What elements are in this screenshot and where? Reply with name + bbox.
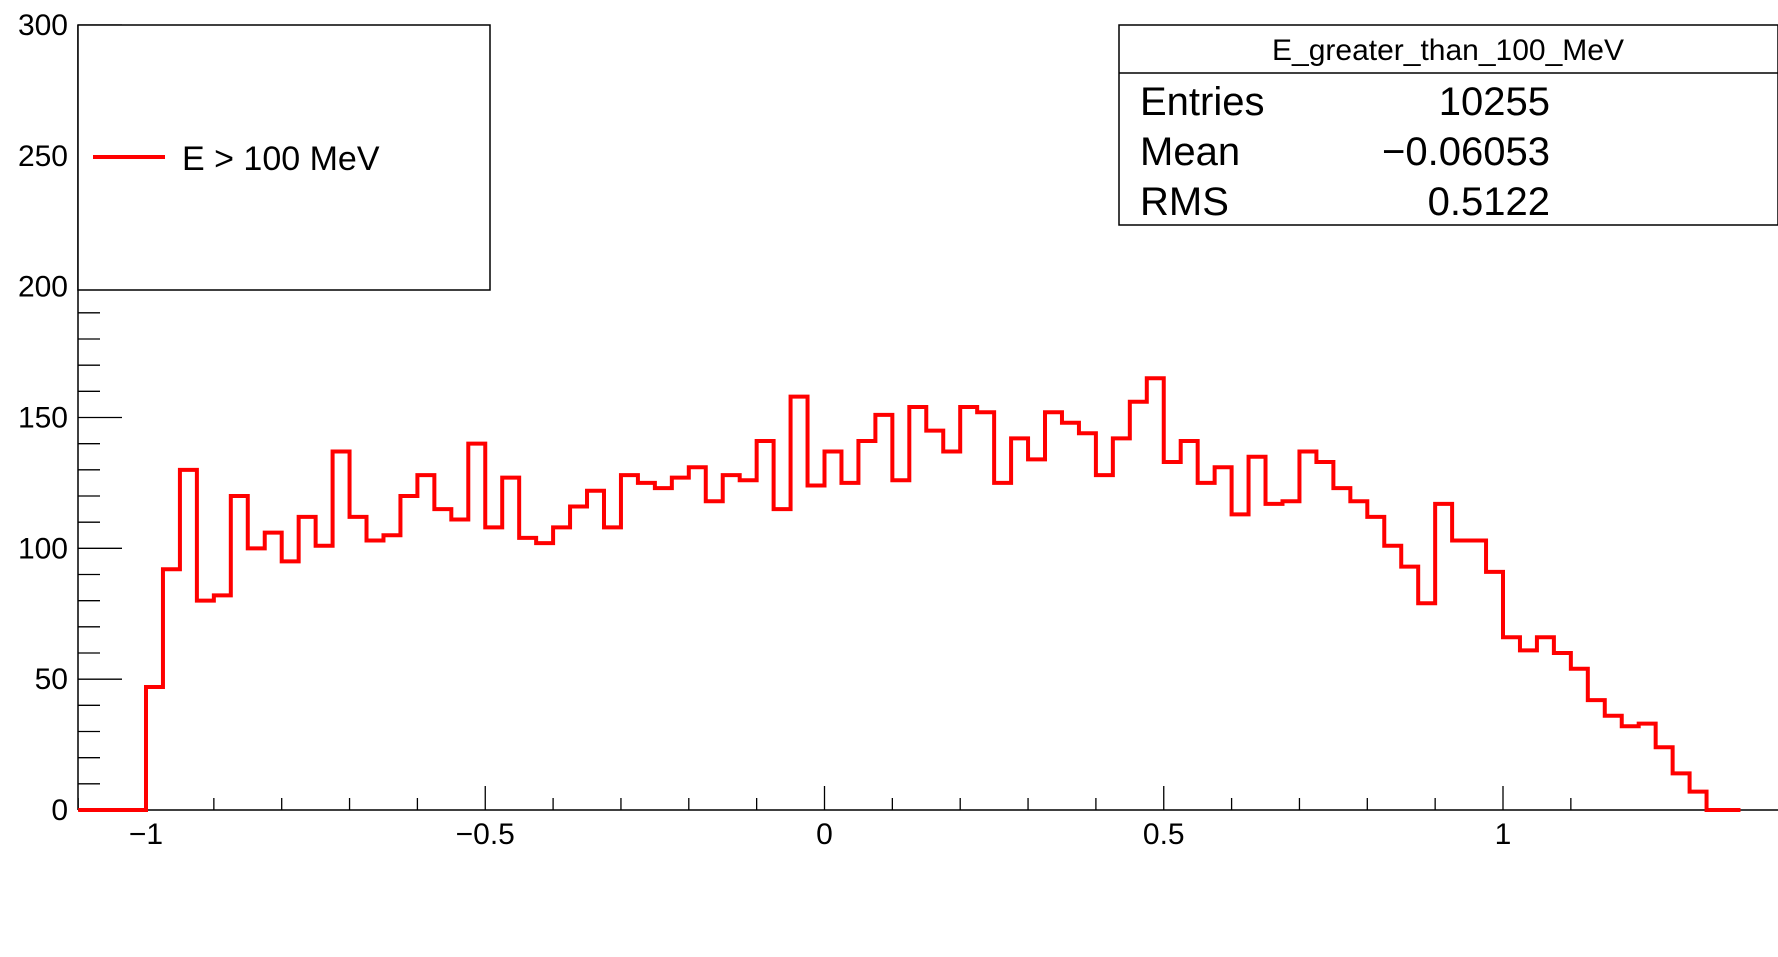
y-tick-label: 50 <box>35 663 68 696</box>
x-tick-label: 1 <box>1495 818 1512 851</box>
stats-entries-value: 10255 <box>1439 80 1550 124</box>
stats-frame <box>1118 24 1778 226</box>
legend-label: E > 100 MeV <box>182 140 380 178</box>
y-tick-label: 150 <box>18 402 68 435</box>
x-tick-label: 0.5 <box>1143 818 1185 851</box>
y-tick-label: 250 <box>18 140 68 173</box>
legend: E > 100 MeV <box>77 24 491 291</box>
x-ticks: −1 −0.5 0 0.5 1 <box>77 786 1572 851</box>
x-tick-label: −0.5 <box>456 818 515 851</box>
y-tick-label: 0 <box>51 794 68 827</box>
stats-mean-label: Mean <box>1140 130 1240 174</box>
y-tick-label: 200 <box>18 271 68 304</box>
stats-entries-label: Entries <box>1140 80 1265 124</box>
series-layer <box>78 376 1741 812</box>
stats-rms-value: 0.5122 <box>1428 180 1550 224</box>
stats-rms-label: RMS <box>1140 180 1229 224</box>
x-tick-label: −1 <box>129 818 163 851</box>
x-tick-label: 0 <box>816 818 833 851</box>
stats-title: E_greater_than_100_MeV <box>1272 34 1624 67</box>
stats-mean-value: −0.06053 <box>1382 130 1550 174</box>
histogram-series-line <box>78 376 1741 812</box>
y-tick-label: 100 <box>18 532 68 565</box>
y-tick-label: 300 <box>18 9 68 42</box>
stats-box: E_greater_than_100_MeV Entries 10255 Mea… <box>1118 24 1778 226</box>
